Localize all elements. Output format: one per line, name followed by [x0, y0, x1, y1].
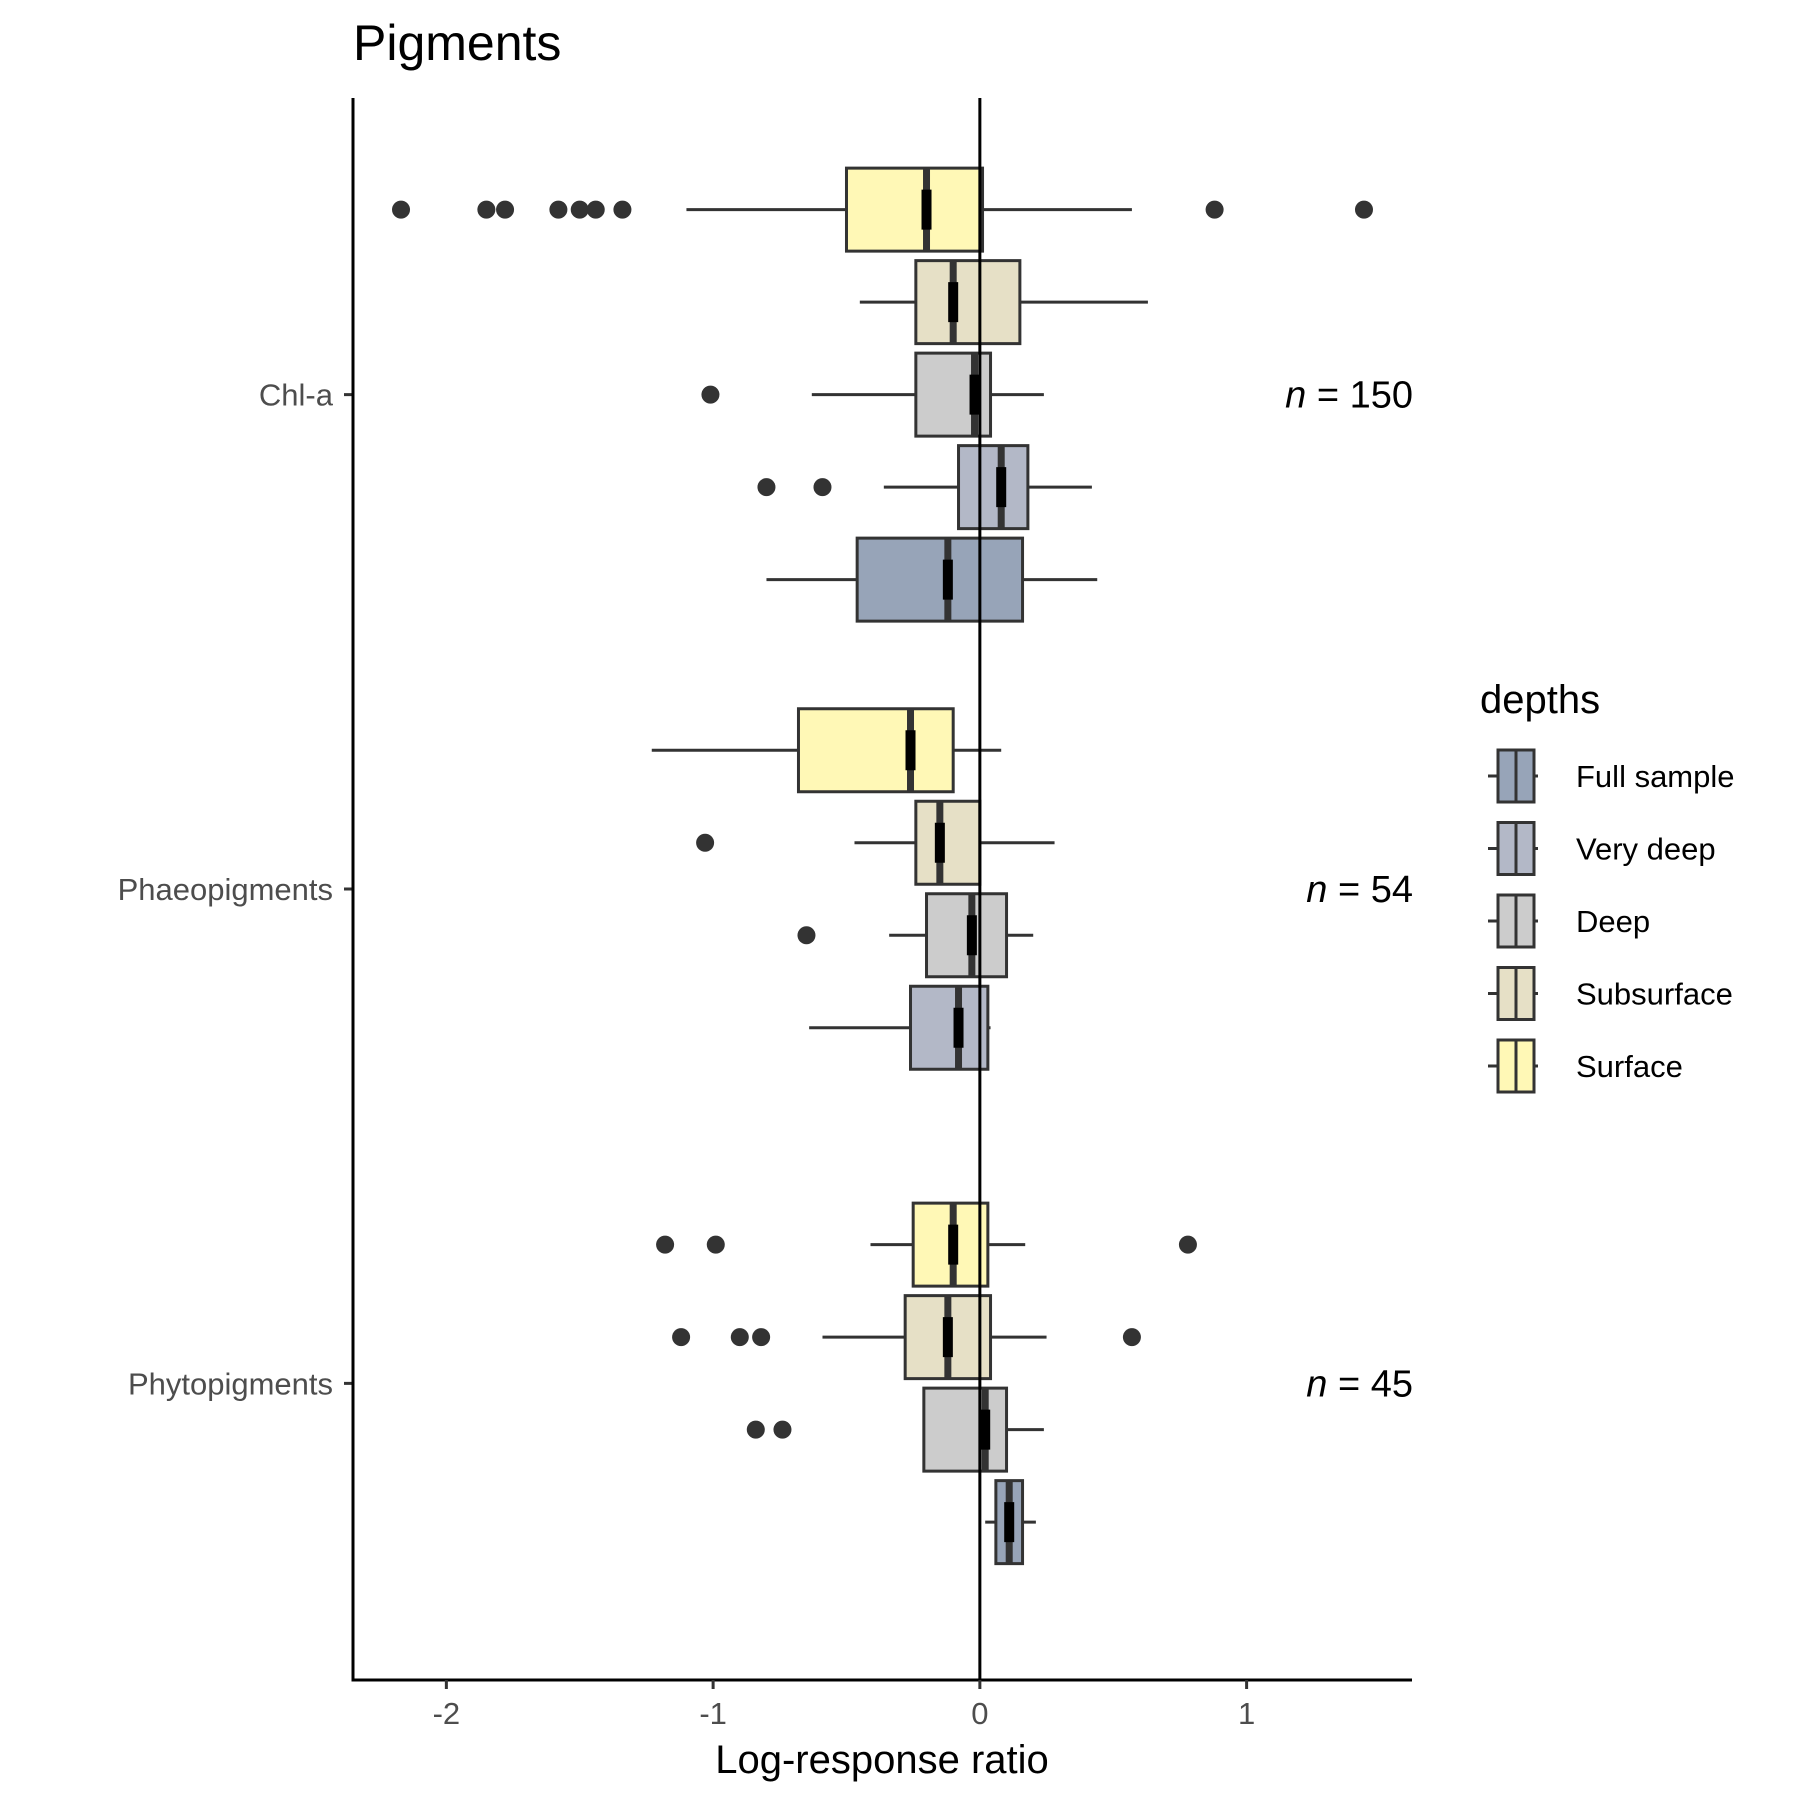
outlier-point: [757, 478, 776, 497]
outlier-point: [1205, 200, 1224, 219]
box-iqr: [957, 444, 1030, 531]
median-marker: [996, 467, 1007, 508]
n-label-phytopigments: n = 45: [1306, 1363, 1413, 1405]
outlier-point: [392, 200, 411, 219]
box-chl-a-very-deep: [757, 444, 1092, 531]
boxes-layer: [392, 166, 1373, 1566]
median-marker: [942, 559, 953, 600]
n-label-chl-a: n = 150: [1285, 375, 1413, 417]
n-label-phaeopigments: n = 54: [1306, 869, 1413, 911]
box-iqr: [855, 536, 1025, 623]
box-phaeopigments-very-deep: [809, 984, 991, 1071]
outlier-point: [730, 1328, 749, 1347]
median-marker: [921, 189, 932, 230]
box-iqr: [909, 984, 990, 1071]
y-tick-labels: Phytopigments Phaeopigments Chl-a: [118, 378, 353, 1401]
legend-item-full-sample: Full sample: [1488, 748, 1735, 804]
legend-label: Very deep: [1576, 832, 1716, 867]
x-tick-label: 1: [1238, 1696, 1255, 1731]
median-marker: [934, 822, 945, 863]
outlier-point: [696, 833, 715, 852]
legend-item-very-deep: Very deep: [1488, 821, 1716, 876]
legend-items: Full sample Very deep Deep Subsurface Surfac…: [1488, 748, 1735, 1094]
box-phaeopigments-subsurface: [696, 799, 1055, 886]
x-tick-label: 0: [971, 1696, 988, 1731]
legend-label: Full sample: [1576, 759, 1735, 794]
box-phaeopigments-surface: [651, 707, 1002, 794]
n-label-value: = 45: [1327, 1363, 1413, 1405]
outlier-point: [813, 478, 832, 497]
box-iqr: [914, 799, 982, 886]
legend-label: Deep: [1576, 904, 1650, 939]
box-phaeopigments-deep: [797, 892, 1034, 979]
median-marker: [948, 282, 959, 323]
outlier-point: [477, 200, 496, 219]
median-marker: [942, 1317, 953, 1358]
y-tick-label-phytopigments: Phytopigments: [128, 1366, 333, 1401]
outlier-point: [1178, 1235, 1197, 1254]
outlier-point: [773, 1420, 792, 1439]
outlier-point: [1354, 200, 1373, 219]
median-marker: [969, 374, 980, 415]
outlier-point: [656, 1235, 675, 1254]
median-marker: [905, 730, 916, 771]
box-iqr: [796, 707, 955, 794]
box-phytopigments-subsurface: [672, 1294, 1141, 1381]
box-chl-a-subsurface: [859, 259, 1148, 346]
box-chl-a-deep: [701, 351, 1044, 438]
median-marker: [966, 915, 977, 956]
legend-item-subsurface: Subsurface: [1488, 966, 1733, 1021]
x-tick-label: -2: [433, 1696, 461, 1731]
legend: depths Full sample Very deep Deep Subsurfac…: [1480, 678, 1735, 1094]
outlier-point: [672, 1328, 691, 1347]
outlier-point: [797, 926, 816, 945]
outlier-point: [613, 200, 632, 219]
x-ticks: -2 -1 0 1: [433, 1680, 1255, 1731]
box-chl-a-full-sample: [766, 536, 1098, 623]
box-iqr: [914, 259, 1022, 346]
n-label-value: = 54: [1327, 869, 1413, 911]
outlier-point: [496, 200, 515, 219]
n-labels: n = 45n = 54n = 150: [1285, 375, 1413, 1406]
n-label-symbol: n: [1285, 375, 1306, 417]
box-phytopigments-full-sample: [985, 1479, 1036, 1566]
box-phytopigments-surface: [656, 1201, 1197, 1288]
chart-title: Pigments: [353, 15, 561, 71]
median-marker: [1004, 1502, 1015, 1543]
box-iqr: [844, 166, 985, 253]
median-marker: [980, 1409, 991, 1450]
outlier-point: [570, 200, 589, 219]
box-chl-a-surface: [392, 166, 1373, 253]
outlier-point: [701, 385, 720, 404]
y-tick-label-phaeopigments: Phaeopigments: [118, 872, 333, 907]
box-phytopigments-deep: [746, 1386, 1044, 1473]
outlier-point: [752, 1328, 771, 1347]
n-label-value: = 150: [1306, 375, 1413, 417]
x-axis-title: Log-response ratio: [715, 1738, 1049, 1782]
outlier-point: [586, 200, 605, 219]
y-tick-label-chl-a: Chl-a: [259, 378, 334, 413]
legend-item-deep: Deep: [1488, 893, 1650, 949]
median-marker: [948, 1224, 959, 1265]
outlier-point: [746, 1420, 765, 1439]
box-iqr: [925, 892, 1009, 979]
legend-title: depths: [1480, 678, 1600, 722]
outlier-point: [1122, 1328, 1141, 1347]
n-label-symbol: n: [1306, 869, 1327, 911]
box-iqr: [922, 1386, 1009, 1473]
x-tick-label: -1: [699, 1696, 727, 1731]
outlier-point: [549, 200, 568, 219]
legend-label: Subsurface: [1576, 977, 1733, 1012]
median-marker: [953, 1007, 964, 1048]
n-label-symbol: n: [1306, 1363, 1327, 1405]
outlier-point: [706, 1235, 725, 1254]
legend-item-surface: Surface: [1488, 1038, 1683, 1094]
plot-panel: n = 45n = 54n = 150: [392, 98, 1413, 1680]
legend-label: Surface: [1576, 1049, 1683, 1084]
